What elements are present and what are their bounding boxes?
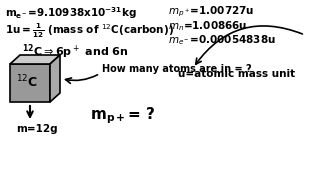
- Text: u=atomic mass unit: u=atomic mass unit: [178, 69, 295, 79]
- Text: $\mathbf{m_{e^-}}$=9.10938x10$^{\mathbf{-31}}$kg: $\mathbf{m_{e^-}}$=9.10938x10$^{\mathbf{…: [5, 5, 137, 21]
- Text: $m_{e^-}$=0.00054838u: $m_{e^-}$=0.00054838u: [168, 33, 276, 47]
- Text: $\mathbf{m_{p+}}$= ?: $\mathbf{m_{p+}}$= ?: [90, 105, 155, 126]
- FancyBboxPatch shape: [10, 64, 50, 102]
- Text: $^{12}$C: $^{12}$C: [16, 74, 38, 90]
- Text: $m_n$=1.00866u: $m_n$=1.00866u: [168, 19, 247, 33]
- Text: $^{\mathbf{12}}$C$\Rightarrow$6p$^+$ and 6n: $^{\mathbf{12}}$C$\Rightarrow$6p$^+$ and…: [22, 42, 129, 61]
- Text: $m_{p^+}$=1.00727u: $m_{p^+}$=1.00727u: [168, 5, 254, 19]
- Text: $\mathbf{1u=\frac{1}{12}}$ (mass of $^{12}$C(carbon)): $\mathbf{1u=\frac{1}{12}}$ (mass of $^{1…: [5, 22, 174, 40]
- Polygon shape: [10, 55, 60, 64]
- Text: m=12g: m=12g: [16, 124, 58, 134]
- Polygon shape: [50, 55, 60, 102]
- Text: How many atoms are in = ?: How many atoms are in = ?: [102, 64, 252, 73]
